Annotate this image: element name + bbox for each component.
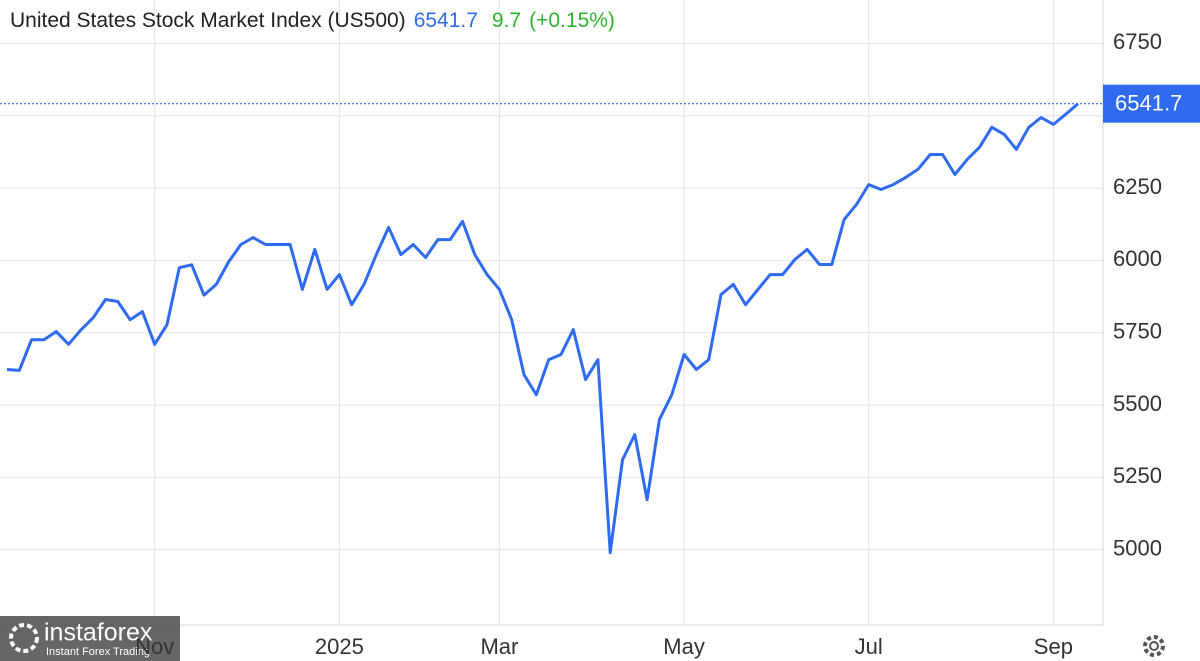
grid (0, 0, 1103, 625)
x-tick-label: Jul (855, 634, 883, 659)
y-tick-label: 5000 (1113, 536, 1162, 561)
price-line (6, 102, 1079, 555)
watermark-logo (9, 623, 39, 653)
gear[interactable] (1143, 635, 1165, 657)
y-tick-label: 6000 (1113, 246, 1162, 271)
last-price-label: 6541.7 (1115, 90, 1182, 115)
gear-hub[interactable] (1149, 641, 1159, 651)
x-tick-label: May (663, 634, 705, 659)
x-tick-label: Sep (1034, 634, 1073, 659)
change-percent: (+0.15%) (529, 9, 615, 32)
y-tick-label: 6750 (1113, 29, 1162, 54)
y-tick-label: 5250 (1113, 463, 1162, 488)
watermark: instaforex Instant Forex Trading (0, 616, 180, 661)
last-price: 6541.7 (414, 9, 478, 32)
title-text: United States Stock Market Index (US500) (10, 9, 406, 32)
change: 9.7 (492, 9, 521, 32)
watermark-bg (0, 616, 180, 661)
x-tick-label: Nov (135, 634, 174, 659)
y-tick-label: 5500 (1113, 391, 1162, 416)
y-tick-label: 5750 (1113, 319, 1162, 344)
settings-icon[interactable] (1143, 635, 1165, 657)
x-tick-label: Mar (480, 634, 518, 659)
x-tick-label: 2025 (315, 634, 364, 659)
last-price-box (1103, 84, 1200, 123)
y-tick-label: 6250 (1113, 174, 1162, 199)
watermark-brand: instaforex (44, 619, 153, 647)
plot (0, 102, 1103, 555)
chart-title: United States Stock Market Index (US500)… (10, 9, 615, 32)
watermark-tagline: Instant Forex Trading (46, 646, 150, 658)
